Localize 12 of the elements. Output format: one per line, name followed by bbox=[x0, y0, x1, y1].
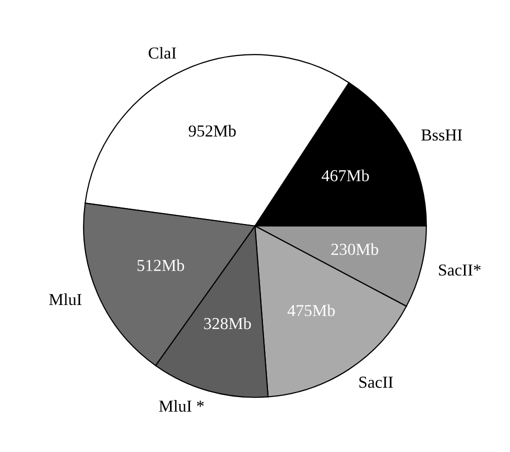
data-label: 475Mb bbox=[288, 304, 335, 316]
slice-label: SacII bbox=[359, 376, 393, 388]
slice-label: MluI bbox=[49, 293, 82, 306]
slice-label: BssHI bbox=[421, 130, 462, 141]
slice-label: SacII* bbox=[439, 264, 481, 276]
data-label: 230Mb bbox=[331, 243, 378, 255]
data-label: 467Mb bbox=[322, 170, 369, 182]
data-label: 952Mb bbox=[188, 124, 236, 137]
data-label: 328Mb bbox=[204, 317, 251, 330]
data-label: 512Mb bbox=[138, 259, 184, 272]
slice-label: MluI * bbox=[159, 400, 204, 412]
slice-label: ClaI bbox=[148, 46, 176, 59]
